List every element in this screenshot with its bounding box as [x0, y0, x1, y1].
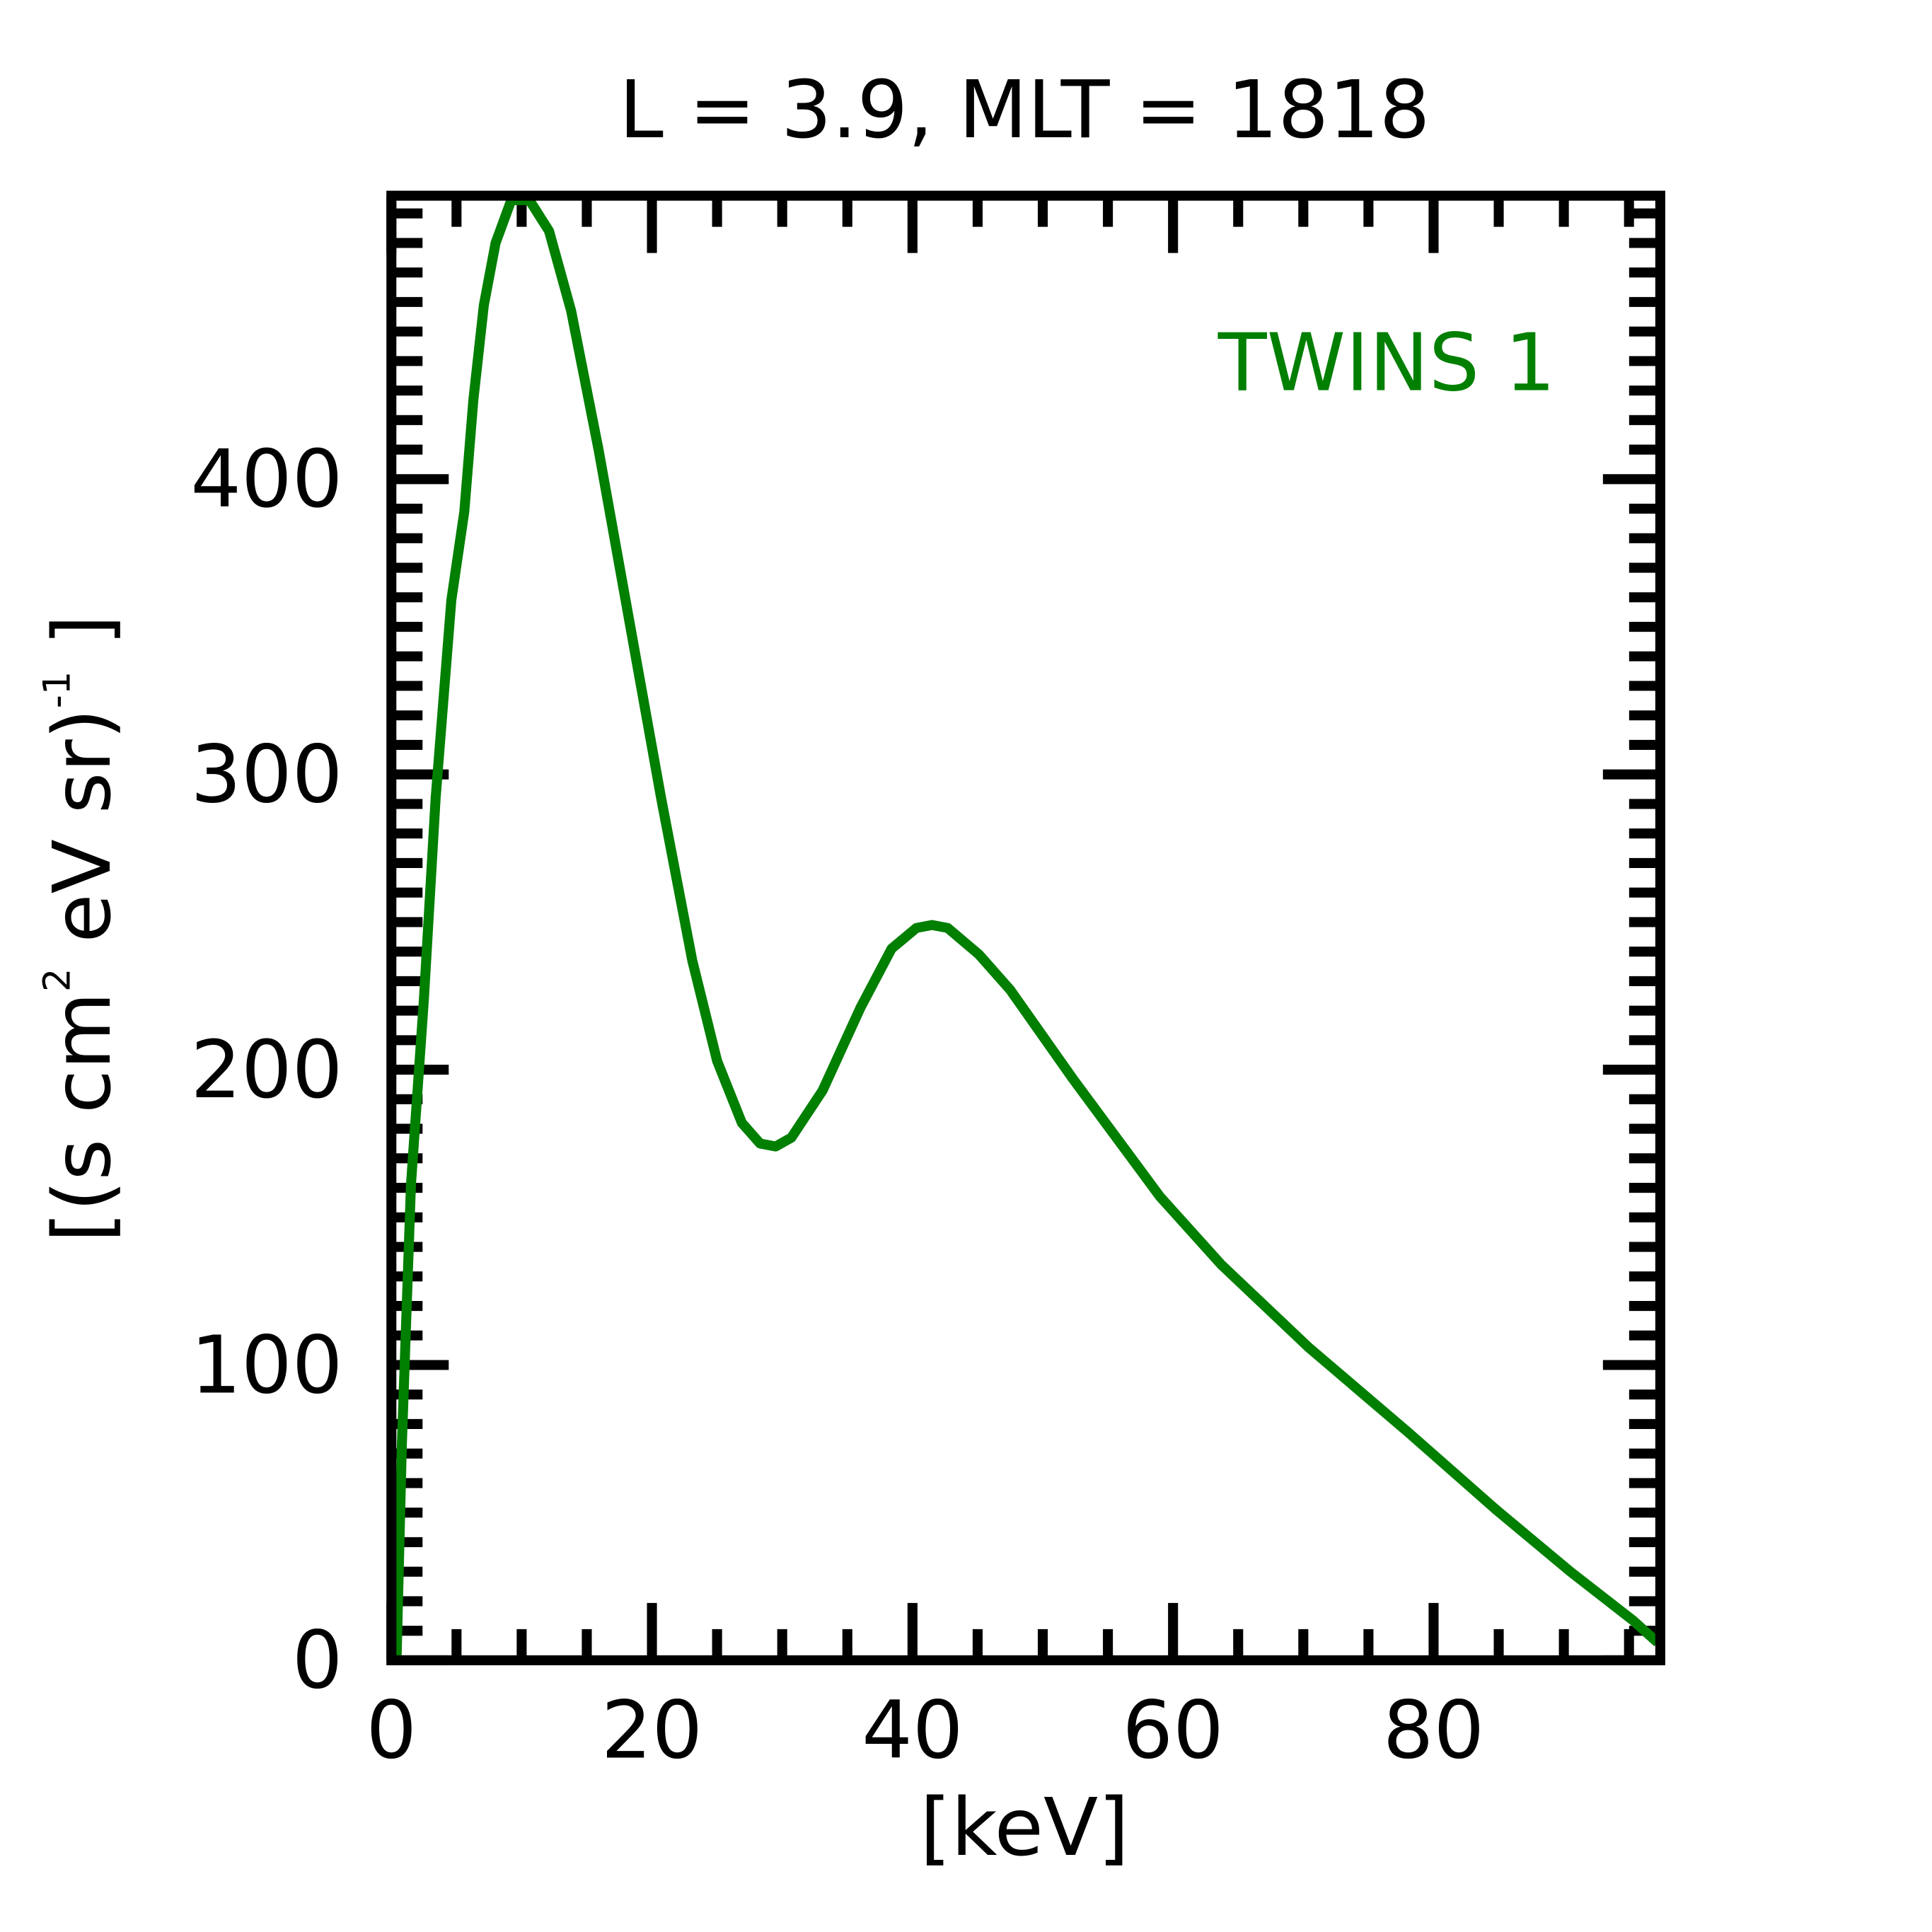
tick-labels: 0 20 40 60 80 0 100 200 300 400 [190, 432, 1484, 1776]
x-tick-label: 0 [366, 1683, 417, 1776]
y-tick-label: 400 [190, 432, 342, 526]
legend-entry-twins-1: TWINS 1 [1217, 316, 1556, 409]
x-tick-label: 60 [1122, 1683, 1223, 1776]
y-tick-label: 200 [190, 1023, 342, 1116]
y-axis-label: [(s cm2 eV sr)-1 ] [35, 615, 129, 1243]
ticks [386, 195, 1660, 1665]
y-tick-label: 0 [292, 1614, 343, 1707]
y-tick-label: 300 [190, 727, 342, 821]
series-line-twins-1 [391, 195, 1661, 1658]
x-tick-label: 20 [601, 1683, 702, 1776]
y-tick-label: 100 [190, 1318, 342, 1411]
plot-frame [386, 190, 1665, 1665]
chart-title: L = 3.9, MLT = 1818 [619, 63, 1430, 156]
x-axis-label: [keV] [920, 1781, 1129, 1874]
x-tick-label: 40 [862, 1683, 963, 1776]
x-tick-label: 80 [1383, 1683, 1484, 1776]
